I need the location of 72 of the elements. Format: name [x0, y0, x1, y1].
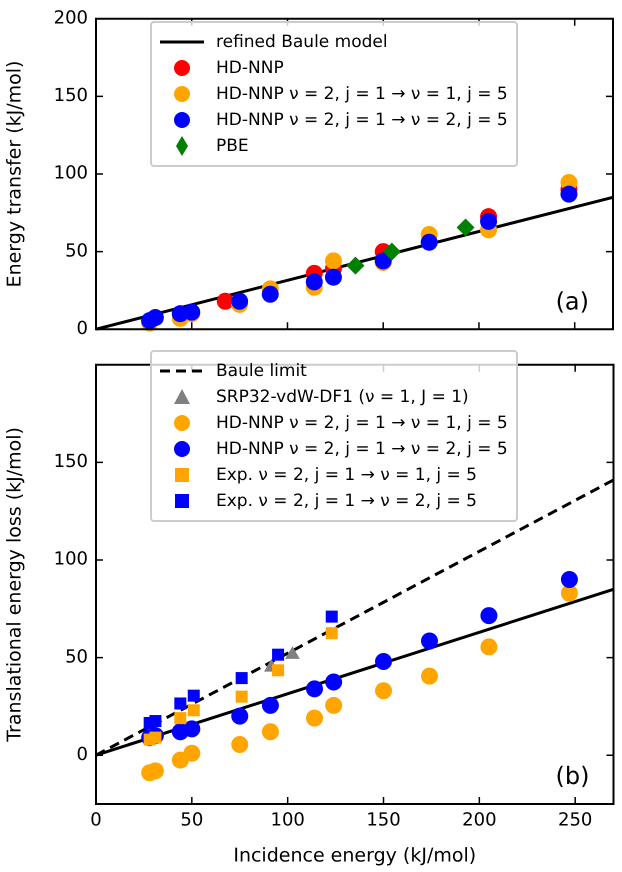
- y-tick-label: 150: [54, 451, 88, 472]
- point: [149, 715, 162, 728]
- point: [324, 268, 342, 286]
- legend-label: PBE: [216, 135, 249, 157]
- point: [306, 273, 323, 290]
- x-tick-label: 150: [366, 809, 401, 830]
- point: [188, 690, 200, 702]
- point: [421, 668, 438, 685]
- point: [231, 708, 248, 725]
- legend-label: refined Baule model: [216, 31, 388, 53]
- x-tick-label: 250: [558, 809, 592, 830]
- point: [262, 696, 279, 714]
- point: [272, 664, 284, 676]
- point: [306, 710, 323, 727]
- x-tick-label: 100: [270, 809, 305, 830]
- point: [326, 610, 338, 623]
- annotation: (a): [556, 287, 589, 316]
- point: [146, 309, 164, 326]
- point: [421, 632, 438, 650]
- legend-label: HD-NNP: [216, 57, 284, 79]
- x-tick-label: 50: [180, 809, 204, 830]
- y-tick-label: 0: [76, 744, 88, 765]
- point: [188, 704, 200, 716]
- x-tick-label: 0: [90, 809, 102, 830]
- point: [183, 720, 200, 738]
- y-axis-title: Translational energy loss (kJ/mol): [3, 427, 26, 743]
- point: [272, 648, 284, 661]
- point: [324, 252, 342, 270]
- legend-label: HD-NNP ν = 2, j = 1 → ν = 2, j = 5: [216, 109, 508, 131]
- point: [480, 212, 498, 230]
- point: [480, 607, 498, 624]
- point: [231, 292, 248, 310]
- point: [216, 292, 234, 310]
- y-tick-label: 100: [54, 548, 88, 570]
- point: [456, 218, 475, 237]
- point: [231, 736, 248, 753]
- point: [560, 186, 578, 203]
- point: [236, 672, 248, 684]
- y-tick-label: 150: [54, 85, 88, 106]
- point: [183, 744, 200, 762]
- point: [375, 653, 392, 670]
- y-axis-title: Energy transfer (kJ/mol): [3, 60, 26, 288]
- x-axis-title: Incidence energy (kJ/mol): [233, 844, 476, 867]
- point: [326, 627, 338, 640]
- point: [560, 571, 578, 588]
- legend-label: Exp. ν = 2, j = 1 → ν = 1, j = 5: [216, 464, 477, 486]
- legend-label: HD-NNP ν = 2, j = 1 → ν = 1, j = 5: [216, 83, 508, 105]
- legend-label: Exp. ν = 2, j = 1 → ν = 2, j = 5: [216, 490, 477, 512]
- y-tick-label: 50: [65, 646, 88, 668]
- point: [174, 697, 186, 710]
- point: [346, 256, 364, 275]
- point: [375, 682, 392, 700]
- point: [174, 712, 186, 724]
- point: [325, 674, 342, 690]
- legend-label: HD-NNP ν = 2, j = 1 → ν = 2, j = 5: [216, 438, 508, 460]
- point: [262, 723, 279, 740]
- point: [480, 638, 498, 656]
- legend-label: HD-NNP ν = 2, j = 1 → ν = 1, j = 5: [216, 412, 508, 434]
- point: [325, 696, 342, 714]
- y-tick-label: 0: [76, 318, 88, 339]
- x-tick-label: 200: [462, 809, 497, 830]
- point: [420, 234, 438, 251]
- y-tick-label: 50: [65, 240, 88, 262]
- point: [262, 286, 279, 303]
- annotation: (b): [556, 762, 590, 790]
- legend-label: Baule limit: [216, 360, 307, 382]
- point: [306, 680, 323, 698]
- point: [236, 690, 248, 703]
- y-tick-label: 200: [54, 7, 88, 28]
- point: [382, 242, 401, 261]
- legend-label: SRP32-vdW-DF1 (ν = 1, J = 1): [216, 386, 469, 408]
- y-tick-label: 100: [54, 162, 88, 184]
